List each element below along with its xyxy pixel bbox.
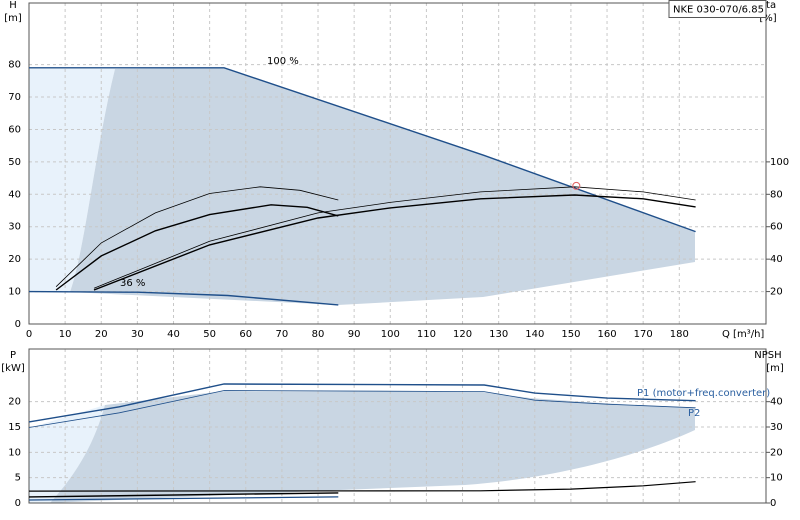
axis-label: H bbox=[9, 0, 17, 11]
range-area bbox=[70, 68, 695, 305]
chart-layer: 0 10 20 30 40 50 60 70 80 90 100 110 120 130 140 150 160… bbox=[1, 0, 789, 509]
y2-tick-label: 20 bbox=[770, 447, 783, 458]
axis-label: Q [m³/h] bbox=[722, 329, 764, 340]
curve bbox=[28, 481, 696, 492]
title-box bbox=[668, 0, 767, 18]
axis-label: [kW] bbox=[1, 363, 25, 374]
axis-label: eta bbox=[760, 0, 776, 11]
annotation: P1 (motor+freq.converter) bbox=[637, 388, 770, 399]
power-range-area bbox=[50, 391, 695, 503]
y-tick-label: 60 bbox=[8, 124, 21, 135]
y-tick-label: 5 bbox=[15, 473, 21, 484]
curve bbox=[28, 390, 696, 428]
y-tick-label: 30 bbox=[8, 222, 21, 233]
x-tick-label: 80 bbox=[312, 329, 325, 340]
curve bbox=[28, 383, 696, 423]
curve bbox=[93, 194, 696, 291]
y2-tick-label: 20 bbox=[770, 287, 783, 298]
curve bbox=[55, 204, 339, 291]
duty-point bbox=[572, 181, 581, 190]
y2-tick-label: 40 bbox=[770, 397, 783, 408]
y2-tick-label: 40 bbox=[770, 254, 783, 265]
plot-frame bbox=[28, 348, 767, 504]
y2-tick-label: 30 bbox=[770, 422, 783, 433]
x-tick-label: 90 bbox=[348, 329, 361, 340]
y-tick-label: 0 bbox=[15, 498, 21, 509]
y-tick-label: 40 bbox=[8, 189, 21, 200]
annotation: 36 % bbox=[120, 278, 145, 289]
axis-label: [%] bbox=[759, 13, 776, 24]
curve bbox=[28, 496, 339, 501]
curve bbox=[55, 186, 339, 287]
x-tick-label: 100 bbox=[381, 329, 400, 340]
curve bbox=[28, 290, 339, 306]
y-tick-label: 20 bbox=[8, 254, 21, 265]
x-tick-label: 40 bbox=[167, 329, 180, 340]
x-tick-label: 20 bbox=[95, 329, 108, 340]
annotation: P2 bbox=[688, 408, 700, 419]
annotation: 100 % bbox=[267, 56, 299, 67]
y-tick-label: 0 bbox=[15, 319, 21, 330]
x-tick-label: 170 bbox=[634, 329, 653, 340]
axis-label: P bbox=[10, 350, 16, 361]
y-tick-label: 50 bbox=[8, 157, 21, 168]
x-tick-label: 120 bbox=[453, 329, 472, 340]
y-tick-label: 70 bbox=[8, 92, 21, 103]
curve bbox=[29, 67, 696, 233]
x-tick-label: 10 bbox=[59, 329, 72, 340]
x-tick-label: 130 bbox=[489, 329, 508, 340]
power-range-light bbox=[29, 405, 105, 503]
y2-tick-label: 60 bbox=[770, 222, 783, 233]
y-tick-label: 10 bbox=[8, 447, 21, 458]
x-tick-label: 70 bbox=[276, 329, 289, 340]
y-tick-label: 10 bbox=[8, 287, 21, 298]
axis-label: [m] bbox=[4, 13, 22, 24]
y2-tick-label: 100 bbox=[770, 157, 789, 168]
x-tick-label: 180 bbox=[670, 329, 689, 340]
x-tick-label: 60 bbox=[239, 329, 252, 340]
curve bbox=[93, 186, 696, 289]
chart-title: NKE 030-070/6.85 bbox=[673, 5, 764, 16]
y2-tick-label: 80 bbox=[770, 189, 783, 200]
y2-tick-label: 0 bbox=[770, 498, 776, 509]
axis-label: [m] bbox=[766, 363, 784, 374]
plot-frame bbox=[28, 2, 767, 325]
x-tick-label: 150 bbox=[561, 329, 580, 340]
y-tick-label: 15 bbox=[8, 422, 21, 433]
y-tick-label: 80 bbox=[8, 60, 21, 71]
x-tick-label: 50 bbox=[203, 329, 216, 340]
x-tick-label: 160 bbox=[597, 329, 616, 340]
y2-tick-label: 10 bbox=[770, 473, 783, 484]
x-tick-label: 140 bbox=[525, 329, 544, 340]
x-tick-label: 30 bbox=[131, 329, 144, 340]
x-tick-label: 0 bbox=[26, 329, 32, 340]
y-tick-label: 20 bbox=[8, 397, 21, 408]
range-light bbox=[29, 69, 115, 292]
curve bbox=[28, 492, 339, 498]
axis-label: NPSH bbox=[754, 350, 781, 361]
x-tick-label: 110 bbox=[417, 329, 436, 340]
